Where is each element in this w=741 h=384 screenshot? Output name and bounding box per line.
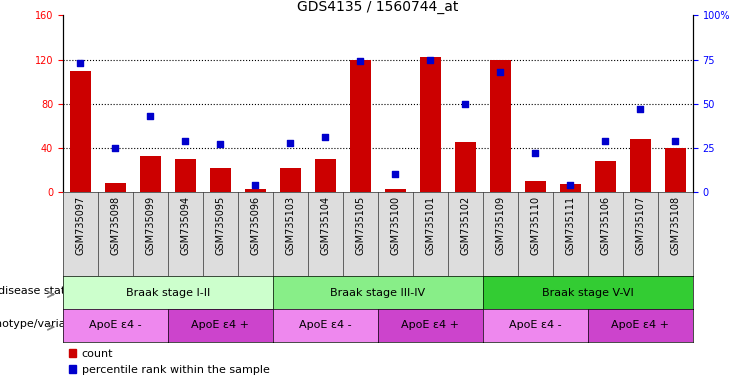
Point [494, 69, 506, 75]
Text: GSM735104: GSM735104 [320, 196, 330, 255]
Point [529, 150, 541, 156]
Bar [630, 139, 651, 192]
Text: GSM735102: GSM735102 [460, 196, 471, 255]
Text: Braak stage I-II: Braak stage I-II [126, 288, 210, 298]
Point [565, 182, 576, 188]
Bar [385, 189, 406, 192]
Text: GSM735096: GSM735096 [250, 196, 260, 255]
Text: GSM735097: GSM735097 [76, 196, 85, 255]
Text: GSM735109: GSM735109 [496, 196, 505, 255]
Text: ApoE ε4 -: ApoE ε4 - [89, 320, 142, 331]
Point [250, 182, 262, 188]
Bar [525, 181, 546, 192]
Text: GSM735108: GSM735108 [671, 196, 680, 255]
Point [144, 113, 156, 119]
Bar [70, 71, 91, 192]
Text: ApoE ε4 -: ApoE ε4 - [299, 320, 352, 331]
Bar [245, 189, 266, 192]
Bar [350, 60, 371, 192]
Bar [420, 57, 441, 192]
Bar [595, 161, 616, 192]
Point [669, 138, 681, 144]
Text: Braak stage III-IV: Braak stage III-IV [330, 288, 425, 298]
Text: Braak stage V-VI: Braak stage V-VI [542, 288, 634, 298]
Bar [280, 168, 301, 192]
Text: disease state: disease state [0, 286, 72, 296]
Point [354, 58, 366, 65]
Point [390, 171, 402, 177]
Point [599, 138, 611, 144]
Point [285, 139, 296, 146]
Bar [560, 184, 581, 192]
Point [110, 145, 122, 151]
Point [634, 106, 646, 112]
Text: genotype/variation: genotype/variation [0, 319, 87, 329]
Text: GSM735095: GSM735095 [216, 196, 225, 255]
Text: GSM735100: GSM735100 [391, 196, 400, 255]
Text: ApoE ε4 -: ApoE ε4 - [509, 320, 562, 331]
Point [179, 138, 191, 144]
Text: GSM735110: GSM735110 [531, 196, 540, 255]
Bar [455, 142, 476, 192]
Point [319, 134, 331, 140]
Text: GSM735103: GSM735103 [285, 196, 296, 255]
Bar [665, 148, 686, 192]
Point [459, 101, 471, 107]
Text: GSM735111: GSM735111 [565, 196, 575, 255]
Text: ApoE ε4 +: ApoE ε4 + [402, 320, 459, 331]
Title: GDS4135 / 1560744_at: GDS4135 / 1560744_at [297, 0, 459, 14]
Text: GSM735105: GSM735105 [356, 196, 365, 255]
Text: GSM735099: GSM735099 [145, 196, 156, 255]
Bar [210, 168, 231, 192]
Point [75, 60, 87, 66]
Bar [140, 156, 161, 192]
Text: GSM735106: GSM735106 [600, 196, 611, 255]
Bar [315, 159, 336, 192]
Point [425, 56, 436, 63]
Text: ApoE ε4 +: ApoE ε4 + [191, 320, 250, 331]
Bar [175, 159, 196, 192]
Text: GSM735101: GSM735101 [425, 196, 436, 255]
Point [215, 141, 227, 147]
Text: GSM735094: GSM735094 [181, 196, 190, 255]
Bar [490, 60, 511, 192]
Bar [105, 183, 126, 192]
Text: GSM735107: GSM735107 [635, 196, 645, 255]
Text: GSM735098: GSM735098 [110, 196, 121, 255]
Legend: count, percentile rank within the sample: count, percentile rank within the sample [68, 349, 270, 375]
Text: ApoE ε4 +: ApoE ε4 + [611, 320, 669, 331]
